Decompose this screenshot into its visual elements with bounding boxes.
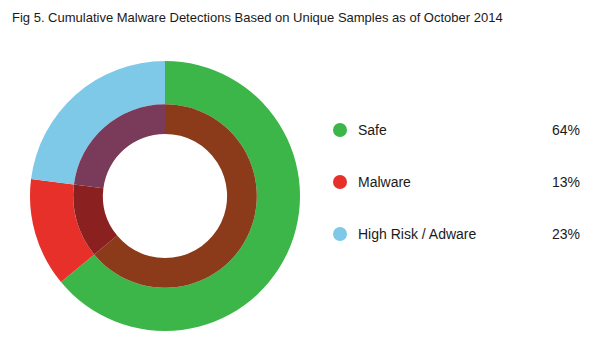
legend-label: Safe <box>358 122 387 138</box>
legend-item: Safe 64% <box>333 122 580 138</box>
legend-value: 64% <box>552 122 580 138</box>
slice <box>74 104 165 188</box>
legend-swatch <box>333 123 347 137</box>
legend-value: 13% <box>552 174 580 190</box>
legend-label: High Risk / Adware <box>358 226 476 242</box>
title: Fig 5. Cumulative Malware Detections Bas… <box>12 10 503 25</box>
legend-value: 23% <box>552 226 580 242</box>
chart: Fig 5. Cumulative Malware Detections Bas… <box>0 0 600 354</box>
legend-swatch <box>333 175 347 189</box>
legend: Safe 64% Malware 13% High Risk / Adware 23% <box>333 122 580 242</box>
legend-item: High Risk / Adware 23% <box>333 226 580 242</box>
legend-label: Malware <box>358 174 411 190</box>
slice <box>73 184 117 254</box>
ring <box>30 61 300 331</box>
donut <box>30 61 300 331</box>
legend-swatch <box>333 227 347 241</box>
legend-item: Malware 13% <box>333 174 580 190</box>
ring <box>73 104 257 288</box>
